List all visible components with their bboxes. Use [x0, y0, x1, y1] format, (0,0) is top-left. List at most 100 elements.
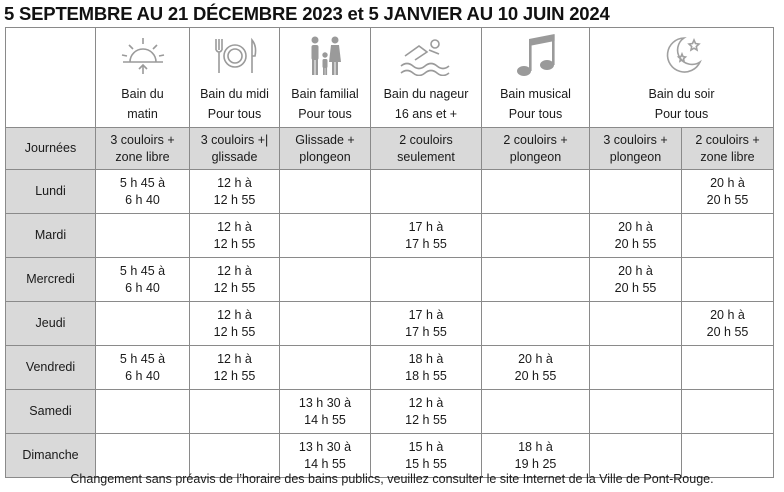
day-name: Samedi	[5, 389, 96, 434]
cell-line: 12 h 55	[213, 368, 256, 383]
time-cell	[279, 257, 371, 302]
col-label: Bain du nageur 16 ans et +	[383, 87, 469, 121]
time-cell	[279, 213, 371, 258]
time-cell	[481, 169, 590, 214]
time-cell: 20 h à 20 h 55	[589, 213, 682, 258]
cell-line: plongeon	[299, 149, 351, 164]
cell-line: 18 h à	[408, 351, 444, 366]
cell-line: 18 h à	[518, 439, 553, 454]
cell-line: 14 h 55	[304, 456, 346, 471]
lane-config-cell: 2 couloirs + plongeon	[481, 127, 590, 170]
cell-line: 17 h à	[408, 219, 444, 234]
family-icon	[303, 32, 347, 80]
cell-line: 17 h 55	[405, 236, 447, 251]
time-cell	[681, 345, 774, 390]
time-cell: 12 h à 12 h 55	[189, 301, 280, 346]
time-cell: 5 h 45 à 6 h 40	[95, 257, 190, 302]
time-cell	[95, 433, 190, 478]
lane-config-cell: 3 couloirs + zone libre	[95, 127, 190, 170]
cell-line: 20 h à	[618, 219, 653, 234]
cell-line: 6 h 40	[125, 192, 160, 207]
cell-line: 20 h 55	[614, 280, 657, 295]
lane-config-cell: 3 couloirs + plongeon	[589, 127, 682, 170]
time-cell	[589, 433, 682, 478]
moon-stars-icon	[658, 32, 706, 80]
cell-line: 12 h 55	[213, 280, 256, 295]
day-name: Mercredi	[5, 257, 96, 302]
swimmer-icon	[399, 32, 453, 80]
cell-line: 19 h 25	[514, 456, 557, 471]
time-cell: 20 h à 20 h 55	[589, 257, 682, 302]
table-row: Vendredi 5 h 45 à 6 h 40 12 h à 12 h 55 18 h …	[5, 345, 774, 390]
col-header-noon: Bain du midi Pour tous	[189, 27, 280, 128]
time-cell: 13 h 30 à 14 h 55	[279, 433, 371, 478]
time-cell: 12 h à 12 h 55	[189, 213, 280, 258]
time-cell: 12 h à 12 h 55	[189, 169, 280, 214]
header-row: Bain du matin Bain du midi Pour tous	[5, 27, 774, 128]
col-header-morning: Bain du matin	[95, 27, 190, 128]
time-cell	[189, 433, 280, 478]
cell-line: 18 h 55	[405, 368, 447, 383]
time-cell	[481, 257, 590, 302]
time-cell	[589, 345, 682, 390]
cell-line: 12 h à	[217, 219, 252, 234]
col-label: Bain musical Pour tous	[500, 87, 571, 121]
time-cell	[681, 389, 774, 434]
time-cell: 5 h 45 à 6 h 40	[95, 169, 190, 214]
time-cell: 20 h à 20 h 55	[681, 169, 774, 214]
cell-line: 12 h à	[217, 307, 252, 322]
plate-cutlery-icon	[210, 32, 260, 80]
time-cell	[589, 301, 682, 346]
time-cell	[279, 301, 371, 346]
time-cell	[681, 433, 774, 478]
table-row: Samedi 13 h 30 à 14 h 55 12 h à 12 h 55	[5, 389, 774, 434]
cell-line: 12 h 55	[213, 192, 256, 207]
col-header-family: Bain familial Pour tous	[279, 27, 371, 128]
cell-line: Glissade +	[295, 132, 355, 147]
time-cell	[279, 169, 371, 214]
time-cell: 20 h à 20 h 55	[681, 301, 774, 346]
table-row: Jeudi 12 h à 12 h 55 17 h à 17 h 55 20 h à 20 …	[5, 301, 774, 346]
cell-line: 17 h 55	[405, 324, 447, 339]
time-cell: 17 h à 17 h 55	[370, 213, 482, 258]
cell-line: 17 h à	[408, 307, 444, 322]
lane-config-row: Journées 3 couloirs + zone libre 3 couloirs…	[5, 127, 774, 170]
time-cell	[589, 389, 682, 434]
cell-line: 2 couloirs	[399, 132, 453, 147]
schedule-title: 5 SEPTEMBRE AU 21 DÉCEMBRE 2023 et 5 JAN…	[4, 3, 610, 24]
cell-line: 20 h 55	[706, 192, 749, 207]
cell-line: glissade	[211, 149, 258, 164]
table-row: Mercredi 5 h 45 à 6 h 40 12 h à 12 h 55 20 h …	[5, 257, 774, 302]
time-cell: 18 h à 18 h 55	[370, 345, 482, 390]
time-cell: 18 h à 19 h 25	[481, 433, 590, 478]
col-label: Bain du soir Pour tous	[648, 87, 715, 121]
cell-line: 12 h à	[217, 175, 252, 190]
cell-line: 20 h 55	[614, 236, 657, 251]
day-name: Mardi	[5, 213, 96, 258]
lane-config-cell: 2 couloirs seulement	[370, 127, 482, 170]
cell-line: 3 couloirs +|	[200, 132, 269, 147]
time-cell	[681, 213, 774, 258]
schedule-table: Bain du matin Bain du midi Pour tous	[5, 27, 774, 478]
time-cell	[370, 257, 482, 302]
cell-line: 15 h 55	[405, 456, 447, 471]
cell-line: 5 h 45 à	[119, 263, 166, 278]
cell-line: 20 h à	[710, 175, 745, 190]
time-cell	[589, 169, 682, 214]
cell-line: 6 h 40	[125, 280, 160, 295]
time-cell	[481, 213, 590, 258]
cell-line: plongeon	[509, 149, 562, 164]
cell-line: seulement	[397, 149, 455, 164]
cell-line: 12 h 55	[213, 324, 256, 339]
cell-line: 20 h 55	[706, 324, 749, 339]
time-cell	[189, 389, 280, 434]
day-name: Jeudi	[5, 301, 96, 346]
cell-line: 6 h 40	[125, 368, 160, 383]
cell-line: 2 couloirs +	[695, 132, 760, 147]
time-cell	[681, 257, 774, 302]
time-cell	[370, 169, 482, 214]
cell-line: 20 h à	[710, 307, 745, 322]
cell-line: 5 h 45 à	[119, 351, 166, 366]
cell-line: 20 h 55	[514, 368, 557, 383]
col-label: Bain familial Pour tous	[291, 87, 359, 121]
